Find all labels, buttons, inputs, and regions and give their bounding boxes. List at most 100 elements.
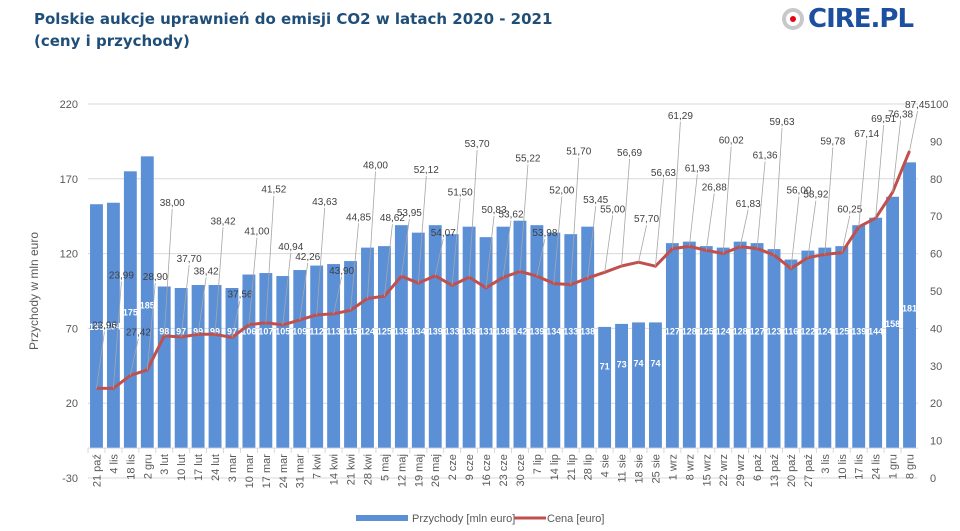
bar xyxy=(174,288,188,449)
leader-line xyxy=(570,157,580,285)
x-tick-label: 21 paź xyxy=(91,454,103,487)
bar-value-label: 158 xyxy=(885,319,900,329)
price-label: 52,12 xyxy=(414,165,439,176)
leader-line xyxy=(451,198,461,286)
leader-line xyxy=(231,300,241,338)
y2-tick-label: 40 xyxy=(930,323,942,335)
bar-value-label: 123 xyxy=(767,326,782,336)
price-label: 52,00 xyxy=(549,186,574,197)
x-tick-label: 2 gru xyxy=(142,454,154,479)
bar-value-label: 97 xyxy=(227,326,237,336)
y2-tick-label: 60 xyxy=(930,249,942,261)
price-label: 67,14 xyxy=(854,129,879,140)
leader-line xyxy=(621,158,630,267)
x-tick-label: 20 paź xyxy=(786,454,798,487)
y2-tick-label: 20 xyxy=(930,398,942,410)
bar xyxy=(191,285,205,449)
x-tick-label: 28 lip xyxy=(583,454,595,480)
leader-line xyxy=(214,227,224,335)
x-tick-label: 8 gru xyxy=(905,454,917,479)
bar-value-label: 142 xyxy=(512,326,527,336)
bar-value-label: 115 xyxy=(343,326,358,336)
x-tick-label: 10 lis xyxy=(837,454,849,480)
x-tick-label: 18 sie xyxy=(634,454,646,483)
leader-line xyxy=(113,281,122,389)
price-label: 48,62 xyxy=(380,213,405,224)
leader-line xyxy=(350,223,359,311)
y2-tick-label: 90 xyxy=(930,136,942,148)
x-tick-label: 17 mar xyxy=(261,454,273,489)
y-axis-title: Przychody w mln euro xyxy=(27,232,41,350)
bar xyxy=(649,322,662,449)
bar-value-label: 107 xyxy=(258,326,273,336)
bar xyxy=(716,247,730,449)
x-tick-label: 1 gru xyxy=(888,454,900,479)
price-label: 60,25 xyxy=(837,205,862,216)
bar-value-label: 97 xyxy=(176,326,186,336)
leader-line xyxy=(163,208,173,336)
leader-line xyxy=(265,195,275,323)
bar-value-label: 116 xyxy=(784,326,799,336)
bar-value-label: 133 xyxy=(445,326,460,336)
leader-line xyxy=(502,220,512,278)
price-label: 41,00 xyxy=(244,227,269,238)
price-label: 40,94 xyxy=(278,242,303,253)
price-label: 61,29 xyxy=(668,111,693,122)
title-line-2: (ceny i przychody) xyxy=(34,32,190,50)
y-tick-label: 220 xyxy=(60,99,78,111)
price-label: 42,26 xyxy=(295,252,320,263)
bar-value-label: 109 xyxy=(292,326,307,336)
bar-value-label: 131 xyxy=(479,326,494,336)
x-tick-label: 23 cze xyxy=(498,454,510,486)
chart-title: Polskie aukcje uprawnień do emisji CO2 w… xyxy=(34,8,552,52)
bar xyxy=(361,247,374,449)
price-label: 43,90 xyxy=(329,266,354,277)
bar xyxy=(903,162,916,449)
x-tick-label: 10 mar xyxy=(244,454,256,489)
price-label: 51,50 xyxy=(448,187,473,198)
x-tick-label: 4 sie xyxy=(600,454,612,477)
bar-value-label: 138 xyxy=(495,326,510,336)
x-tick-label: 7 kwi xyxy=(312,454,324,479)
leader-line xyxy=(858,139,868,227)
bar-value-label: 74 xyxy=(650,358,660,368)
leader-line xyxy=(756,161,766,249)
y-tick-label: -30 xyxy=(62,473,78,485)
leader-line xyxy=(553,196,563,284)
bar xyxy=(699,246,713,449)
price-label: 38,42 xyxy=(211,216,236,227)
bar-value-label: 134 xyxy=(411,326,426,336)
bar-value-label: 181 xyxy=(902,303,917,313)
bar-value-label: 125 xyxy=(377,326,392,336)
bar-value-label: 185 xyxy=(140,301,155,311)
leader-line xyxy=(129,338,139,376)
logo-target-icon xyxy=(782,8,804,30)
leader-line xyxy=(655,179,664,267)
leader-line xyxy=(333,276,343,314)
x-tick-label: 18 lis xyxy=(125,454,137,480)
price-label: 57,70 xyxy=(634,214,659,225)
price-label: 53,70 xyxy=(465,139,490,150)
bar xyxy=(598,326,612,449)
bar xyxy=(462,226,476,449)
bar xyxy=(852,225,866,449)
price-label: 38,42 xyxy=(194,266,219,277)
bar-value-label: 74 xyxy=(634,358,644,368)
bar-value-label: 144 xyxy=(868,326,883,336)
leader-line xyxy=(892,120,901,193)
price-label: 37,70 xyxy=(177,254,202,265)
price-label: 61,93 xyxy=(685,163,710,174)
price-label: 56,69 xyxy=(617,148,642,159)
price-label: 55,22 xyxy=(515,153,540,164)
y2-tick-label: 30 xyxy=(930,361,942,373)
x-tick-label: 11 sie xyxy=(617,454,629,483)
y2-tick-label: 10 xyxy=(930,436,942,448)
bar xyxy=(479,237,493,449)
price-label: 76,38 xyxy=(888,109,913,120)
bar xyxy=(564,234,578,449)
bar-value-label: 127 xyxy=(665,326,680,336)
bar xyxy=(547,232,561,449)
x-tick-label: 22 wrz xyxy=(718,454,730,486)
